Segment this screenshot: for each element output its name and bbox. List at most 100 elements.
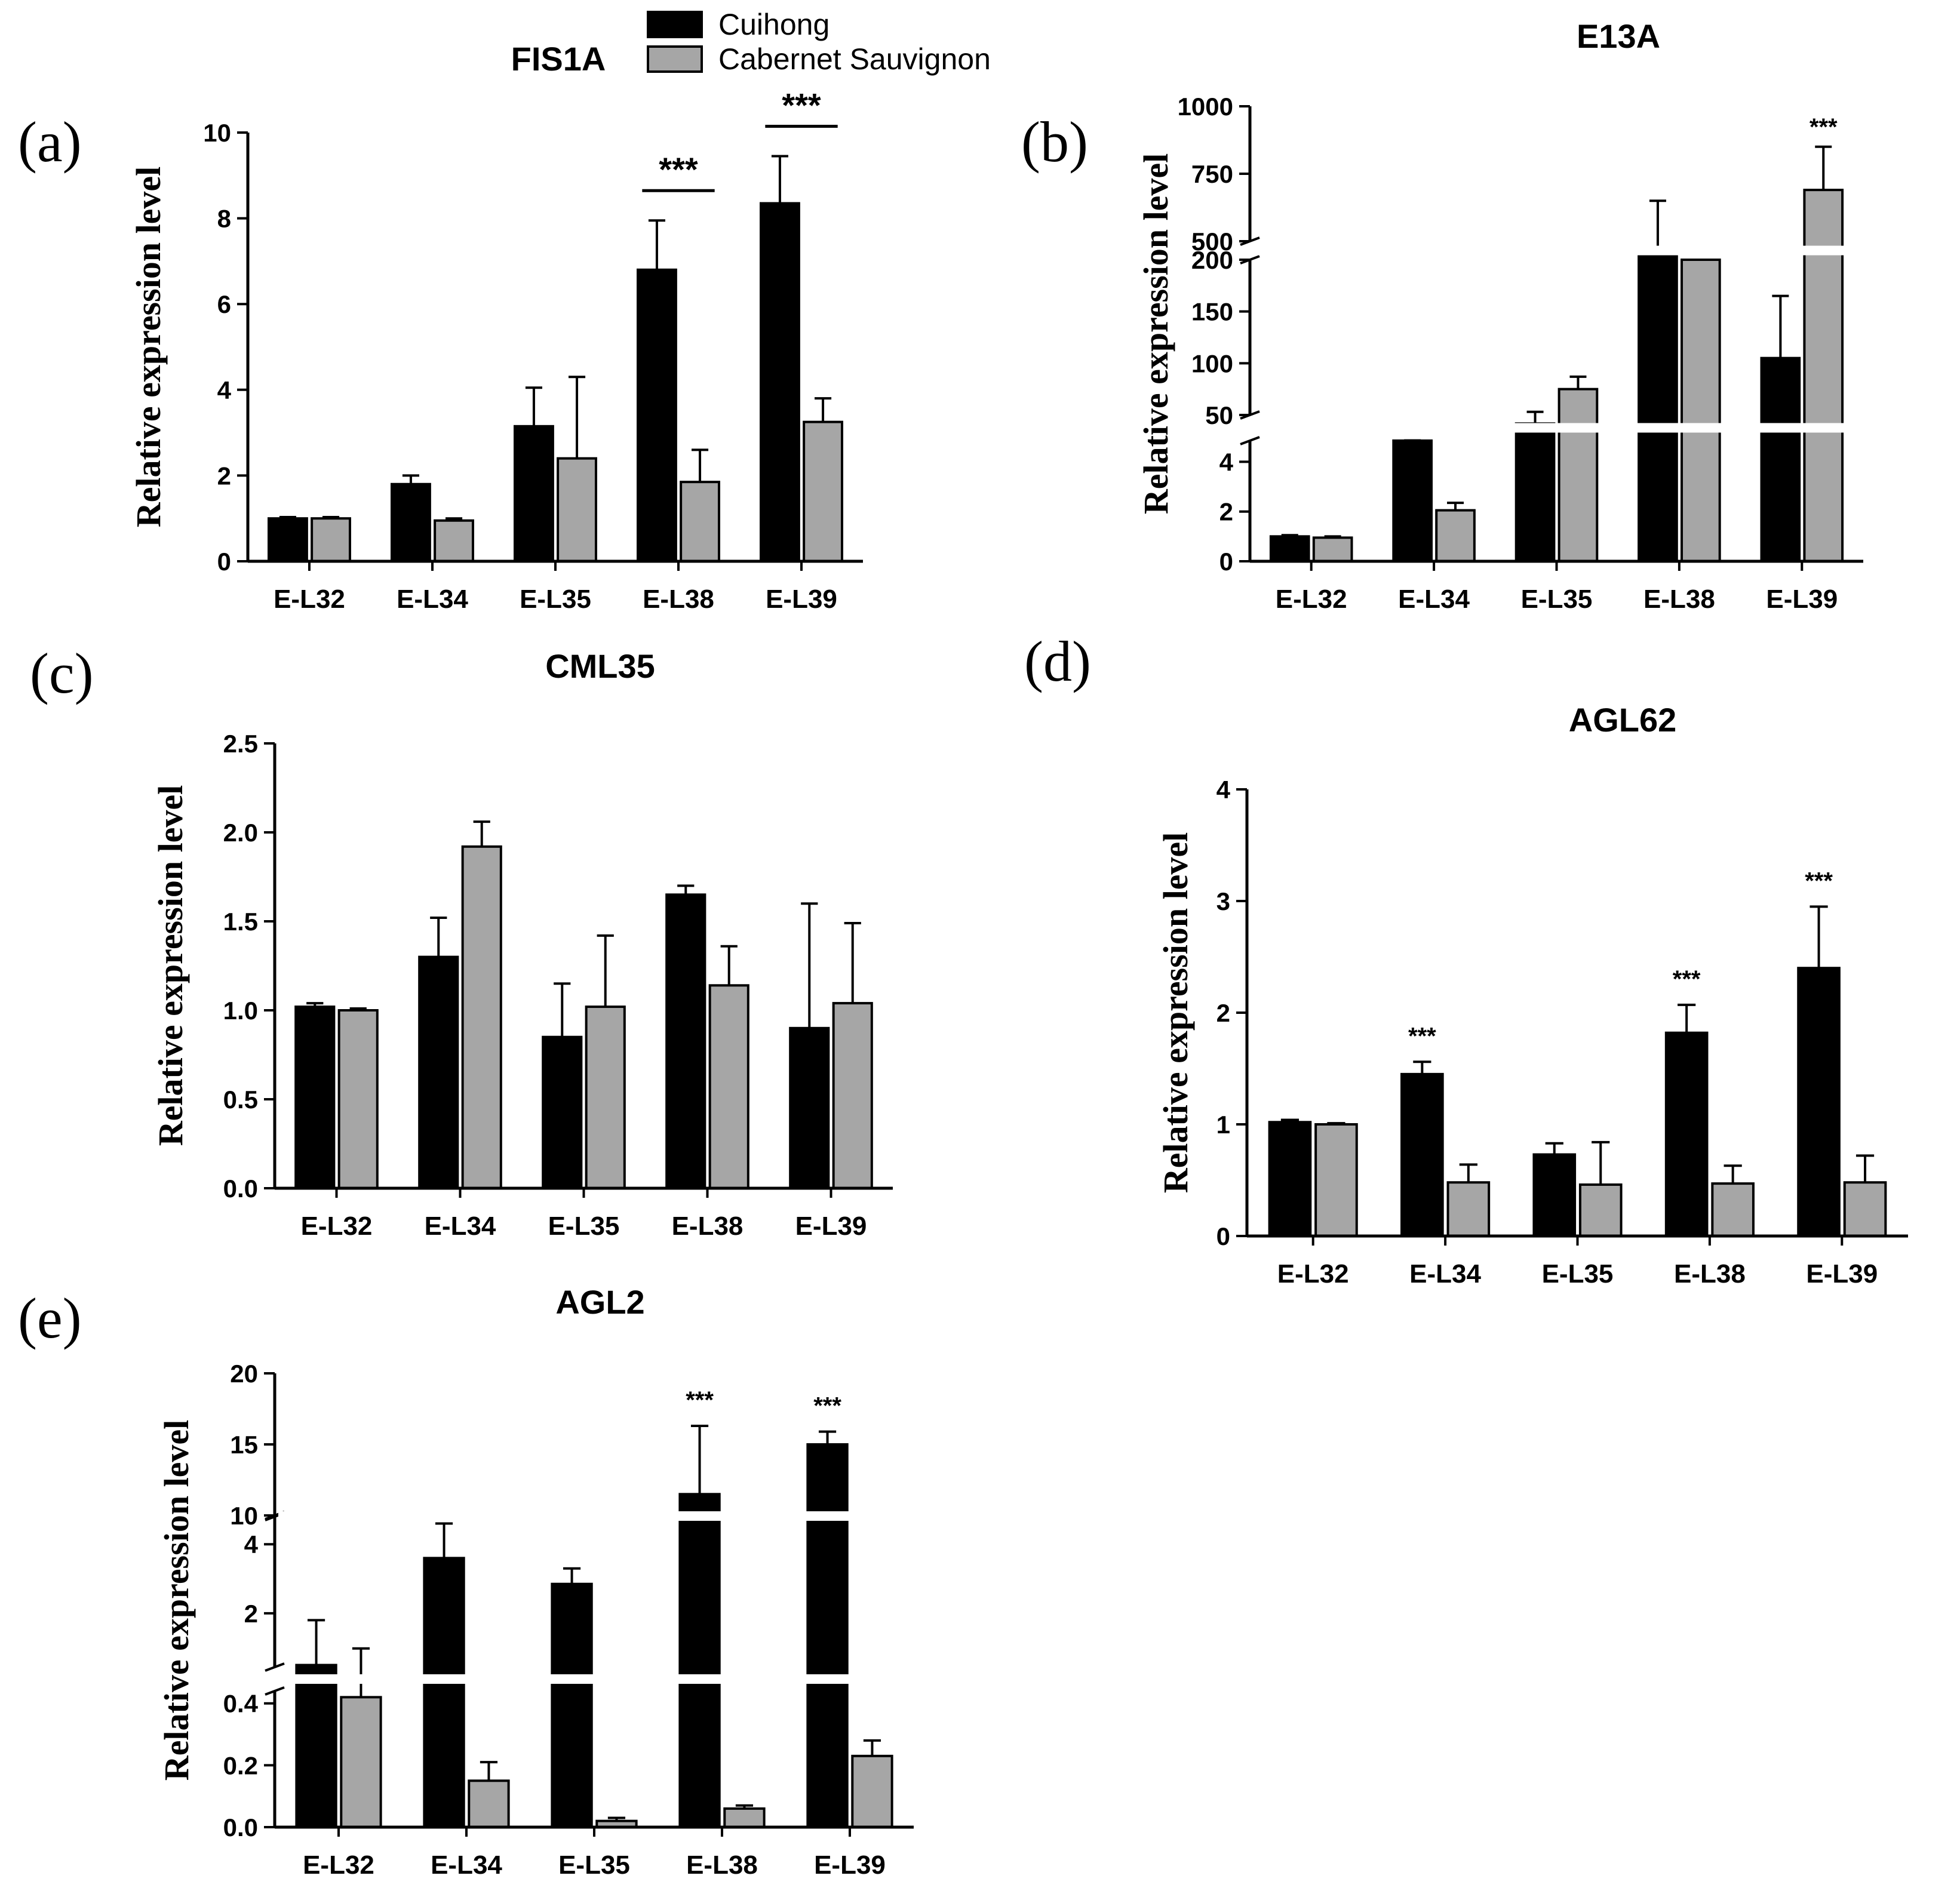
y-tick-label: 1000 [1178,93,1233,121]
panel-letter: (a) [18,110,82,174]
category-group-e-l38: E-L38 [678,1425,766,1880]
error-bar-cuihong-e-l35 [525,386,542,426]
bar-cabernet-sauvignon-e-l34 [461,845,502,1189]
y-axis-label: Relative expression level [129,167,168,528]
y-tick-label: 0.2 [223,1751,258,1779]
panel-cml35: (c) CML35 Relative expression level E-L32 E-… [30,641,893,1241]
category-group-e-l39: E-L39 [760,155,843,614]
y-tick-label: 2.0 [223,819,258,847]
bar-cuihong-e-l39 [789,1026,830,1190]
axis-break-gap [278,1674,914,1684]
significance-label: *** [686,1387,714,1413]
y-tick-label: 4 [244,1530,259,1558]
x-tick-label: E-L32 [1276,585,1347,614]
x-tick-label: E-L38 [643,585,714,614]
error-bar-cabernet-sauvignon-e-l32 [349,1007,367,1010]
panel-agl2: (e) AGL2 Relative expression level E-L32 E-L… [18,1283,914,1880]
error-bar-cabernet-sauvignon-e-l34 [480,1761,498,1781]
significance-label: *** [1805,868,1833,894]
error-bar-cabernet-sauvignon-e-l34 [1459,1163,1477,1183]
error-bar-cabernet-sauvignon-e-l35 [597,934,614,1007]
y-tick-label: 1 [1216,1111,1230,1139]
bar-cuihong-e-l35 [1514,422,1556,562]
category-group-e-l39: E-L39 [789,902,873,1241]
y-tick-label: 3 [1216,887,1230,915]
bar-cabernet-sauvignon-e-l38 [708,984,749,1190]
error-bar-cuihong-e-l38 [648,219,665,270]
panel-letter: (d) [1024,629,1091,693]
category-group-e-l35: E-L35 [514,376,597,614]
bar-cuihong-e-l39 [806,1443,849,1828]
y-tick-label: 2 [244,1600,258,1628]
category-group-e-l34: E-L34 [391,474,474,614]
bar-cabernet-sauvignon-e-l38 [1681,259,1721,562]
error-bar-cabernet-sauvignon-e-l35 [1592,1140,1610,1185]
y-tick-label: 150 [1191,298,1233,326]
x-tick-label: E-L38 [1643,585,1715,614]
error-bar-cuihong-e-l34 [430,917,447,957]
y-tick-label: 10 [203,119,231,147]
error-bar-cabernet-sauvignon-e-l32 [322,516,340,519]
error-bar-cabernet-sauvignon-e-l39 [815,397,832,422]
x-tick-label: E-L32 [274,585,345,614]
y-tick-label: 200 [1191,246,1233,274]
error-bar-cuihong-e-l34 [1413,1060,1431,1074]
category-group-e-l38: E-L38 [665,884,749,1241]
bar-cuihong-e-l38 [637,268,677,562]
chart-title: CML35 [545,647,655,685]
error-bar-cabernet-sauvignon-e-l39 [1855,1154,1875,1183]
y-tick-label: 0.0 [223,1813,258,1841]
category-group-e-l35: E-L35 [1532,1140,1623,1289]
category-group-e-l35: E-L35 [1514,375,1599,614]
y-tick-label: 2 [1216,999,1230,1027]
x-tick-label: E-L39 [795,1212,867,1241]
y-axis-label: Relative expression level [157,1420,196,1781]
legend-swatch-cuihong [647,11,703,38]
error-bar-cabernet-sauvignon-e-l34 [1447,502,1464,511]
y-tick-label: 4 [1216,776,1231,804]
x-tick-label: E-L32 [301,1212,373,1241]
error-bar-cuihong-e-l35 [1545,1142,1563,1155]
error-bar-cabernet-sauvignon-e-l39 [863,1739,881,1756]
bar-cuihong-e-l35 [1532,1153,1577,1237]
panel-letter: (e) [18,1286,82,1350]
x-tick-label: E-L38 [686,1850,758,1880]
x-tick-label: E-L34 [431,1850,502,1880]
chart-title: FIS1A [511,40,606,78]
error-bar-cuihong-e-l38 [1678,1003,1696,1033]
bar-cuihong-e-l32 [1268,1121,1312,1238]
category-group-e-l38: E-L38 [1638,199,1721,614]
significance-label: *** [1408,1023,1436,1049]
error-bar-cabernet-sauvignon-e-l38 [692,448,709,482]
category-group-e-l34: E-L34 [1392,439,1476,614]
significance-label: *** [813,1393,841,1419]
error-bar-cuihong-e-l32 [279,516,296,519]
error-bar-cuihong-e-l39 [771,155,788,204]
bar-cuihong-e-l35 [514,425,554,563]
bar-cuihong-e-l35 [551,1582,593,1829]
x-tick-label: E-L39 [1766,585,1838,614]
bar-cabernet-sauvignon-e-l32 [340,1696,382,1828]
bar-cabernet-sauvignon-e-l34 [434,519,474,562]
category-group-e-l32: E-L32 [295,1619,382,1880]
x-tick-label: E-L32 [303,1850,374,1880]
bar-cabernet-sauvignon-e-l32 [311,517,351,563]
y-tick-label: 0.0 [223,1175,258,1203]
bar-cabernet-sauvignon-e-l34 [468,1779,510,1828]
bar-cabernet-sauvignon-e-l38 [1711,1182,1755,1237]
y-tick-label: 100 [1191,349,1233,377]
bar-cabernet-sauvignon-e-l34 [1435,509,1476,562]
error-bar-cuihong-e-l38 [677,884,695,895]
y-tick-label: 500 [1191,227,1233,256]
category-group-e-l35: E-L35 [551,1567,638,1880]
x-tick-label: E-L35 [558,1850,630,1880]
bar-cabernet-sauvignon-e-l32 [1314,1123,1358,1237]
y-tick-label: 50 [1205,401,1233,429]
category-group-e-l39: E-L39 [806,1430,893,1880]
y-tick-label: 0.4 [223,1690,259,1718]
bar-cabernet-sauvignon-e-l35 [585,1006,626,1190]
bar-cabernet-sauvignon-e-l38 [723,1807,766,1829]
bar-cabernet-sauvignon-e-l32 [337,1009,379,1189]
